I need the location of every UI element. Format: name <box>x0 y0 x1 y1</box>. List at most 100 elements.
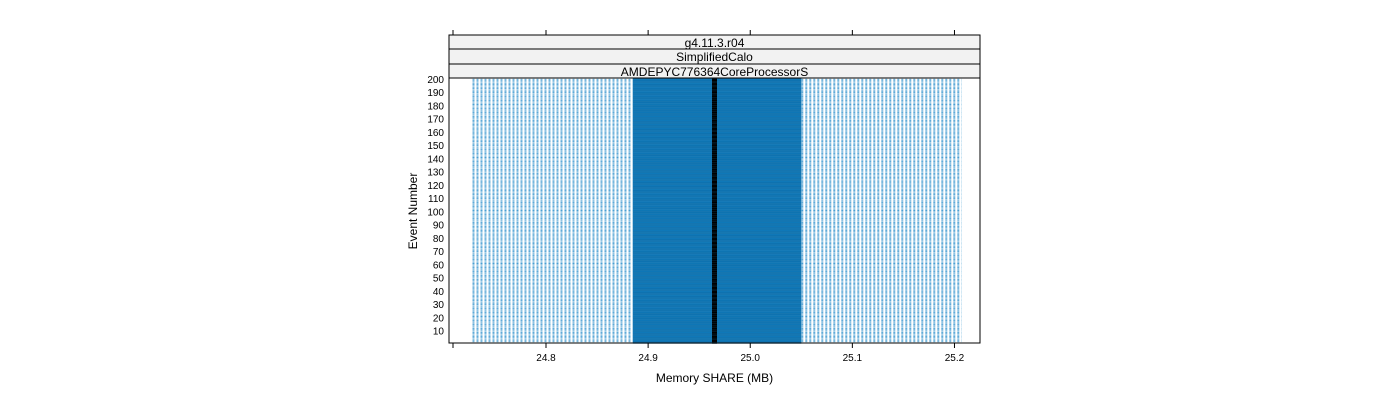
event-box <box>632 286 802 289</box>
event-box <box>632 122 802 124</box>
event-median <box>712 204 717 206</box>
event-box <box>632 333 802 335</box>
event-median <box>712 241 717 243</box>
event-row <box>472 322 962 324</box>
plot-marks <box>472 78 962 344</box>
event-row <box>472 179 962 181</box>
event-row <box>472 130 962 132</box>
y-tick-label: 140 <box>427 154 444 165</box>
event-row <box>472 335 962 338</box>
event-box <box>632 293 802 295</box>
event-box <box>632 123 802 126</box>
event-box <box>632 109 802 111</box>
event-row <box>472 246 962 249</box>
event-box <box>632 185 802 188</box>
event-box <box>632 329 802 331</box>
event-median <box>712 254 717 257</box>
event-row <box>472 177 962 180</box>
event-box <box>632 301 802 303</box>
event-row <box>472 128 962 131</box>
event-row <box>472 316 962 319</box>
event-row <box>472 331 962 334</box>
event-box <box>632 221 802 224</box>
event-row <box>472 307 962 310</box>
event-row <box>472 193 962 196</box>
event-row <box>472 212 962 214</box>
event-box <box>632 184 802 186</box>
event-row <box>472 135 962 137</box>
event-row <box>472 161 962 164</box>
event-box <box>632 132 802 135</box>
event-median <box>712 229 717 232</box>
event-row <box>472 286 962 289</box>
event-row <box>472 242 962 245</box>
event-row <box>472 267 962 270</box>
event-box <box>632 159 802 161</box>
event-row <box>472 151 962 153</box>
event-box <box>632 290 802 292</box>
event-row <box>472 126 962 128</box>
event-row <box>472 213 962 216</box>
event-median <box>712 119 717 122</box>
event-box <box>632 319 802 322</box>
event-box <box>632 114 802 116</box>
event-median <box>712 242 717 245</box>
event-box <box>632 258 802 261</box>
event-box <box>632 311 802 314</box>
event-row <box>472 233 962 236</box>
event-box <box>632 303 802 306</box>
event-median <box>712 265 717 267</box>
event-box <box>632 231 802 233</box>
event-box <box>632 205 802 208</box>
event-median <box>712 266 717 269</box>
strip-2-label: SimplifiedCalo <box>676 50 753 64</box>
event-row <box>472 183 962 185</box>
event-median <box>712 147 717 149</box>
event-median <box>712 86 717 88</box>
event-row <box>472 299 962 302</box>
event-box <box>632 146 802 148</box>
event-box <box>632 95 802 98</box>
event-median <box>712 334 717 336</box>
event-row <box>472 275 962 278</box>
event-median <box>712 123 717 126</box>
event-median <box>712 310 717 312</box>
event-box <box>632 151 802 153</box>
event-row <box>472 81 962 83</box>
event-row <box>472 287 962 290</box>
event-box <box>632 178 802 180</box>
event-box <box>632 143 802 145</box>
event-box <box>632 113 802 115</box>
event-box <box>632 81 802 83</box>
event-box <box>632 85 802 87</box>
event-median <box>712 172 717 175</box>
event-median <box>712 196 717 198</box>
event-median <box>712 323 717 326</box>
event-row <box>472 269 962 271</box>
event-row <box>472 220 962 222</box>
event-median <box>712 160 717 163</box>
panel-frame <box>448 77 981 344</box>
x-tick-label: 24.9 <box>638 353 658 364</box>
event-box <box>632 215 802 217</box>
event-row <box>472 221 962 224</box>
event-median <box>712 180 717 183</box>
event-row <box>472 188 962 190</box>
event-box <box>632 294 802 296</box>
event-row <box>472 263 962 266</box>
event-box <box>632 142 802 144</box>
event-median <box>712 276 717 278</box>
event-median <box>712 164 717 167</box>
event-box <box>632 99 802 102</box>
event-box <box>632 152 802 155</box>
x-tick-label: 25.0 <box>741 353 761 364</box>
event-median <box>712 140 717 143</box>
event-median <box>712 221 717 224</box>
event-row <box>472 274 962 277</box>
event-box <box>632 241 802 243</box>
event-box <box>632 223 802 225</box>
event-row <box>472 294 962 296</box>
event-median <box>712 93 717 95</box>
event-median <box>712 126 717 128</box>
event-box <box>632 134 802 136</box>
